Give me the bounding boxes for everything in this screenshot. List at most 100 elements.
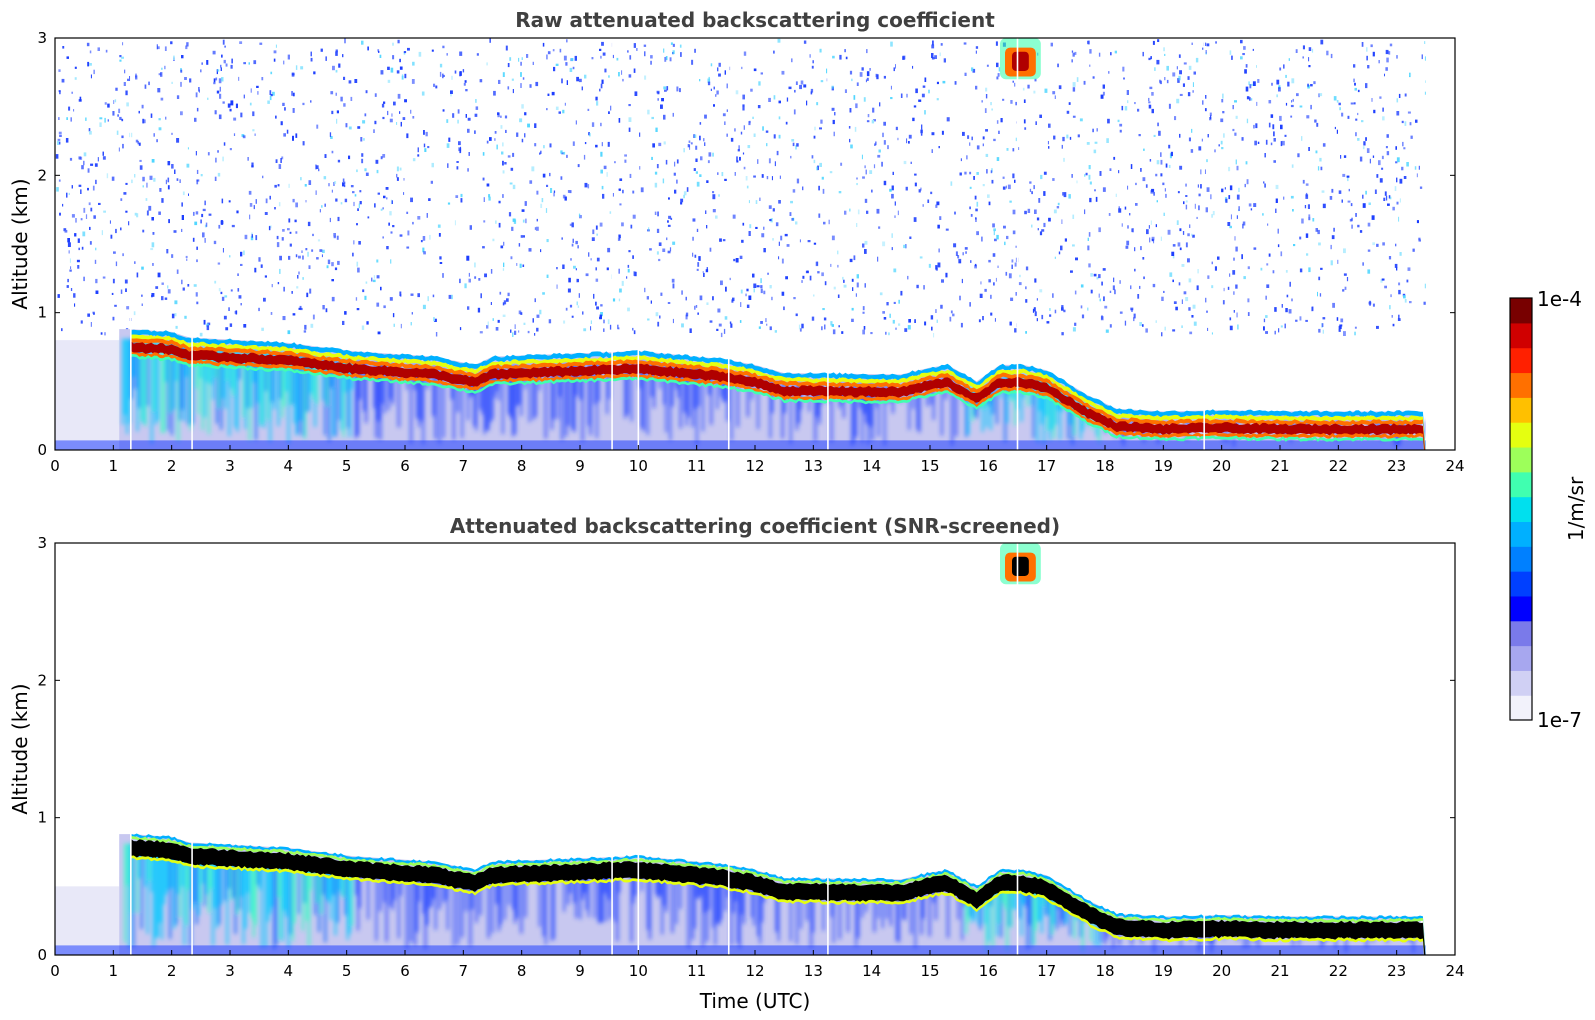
noise-pixel — [1049, 308, 1051, 311]
noise-pixel — [498, 222, 501, 228]
noise-pixel — [1211, 214, 1213, 218]
noise-pixel — [353, 201, 355, 207]
noise-pixel — [122, 42, 124, 46]
noise-pixel — [1041, 229, 1045, 232]
noise-pixel — [638, 166, 641, 170]
noise-pixel — [931, 149, 933, 153]
noise-pixel — [1131, 228, 1134, 233]
noise-pixel — [1047, 141, 1049, 145]
virga-streak — [397, 868, 400, 939]
noise-pixel — [134, 261, 136, 264]
noise-pixel — [1354, 331, 1356, 336]
noise-pixel — [649, 248, 652, 251]
noise-pixel — [895, 126, 898, 131]
noise-pixel — [959, 295, 961, 301]
cloud-layer-band — [130, 855, 1425, 955]
noise-pixel — [70, 266, 72, 269]
noise-pixel — [1146, 229, 1149, 235]
noise-pixel — [618, 327, 620, 330]
noise-pixel — [587, 108, 590, 111]
noise-pixel — [718, 194, 720, 197]
noise-pixel — [1273, 138, 1276, 142]
noise-pixel — [761, 233, 765, 238]
noise-pixel — [626, 276, 628, 279]
noise-pixel — [658, 258, 661, 262]
noise-pixel — [773, 134, 776, 139]
noise-pixel — [270, 94, 273, 97]
noise-pixel — [68, 106, 71, 111]
noise-pixel — [566, 39, 568, 43]
noise-pixel — [1365, 137, 1367, 141]
noise-pixel — [200, 174, 203, 177]
noise-pixel — [546, 239, 549, 243]
noise-pixel — [686, 187, 689, 192]
noise-pixel — [657, 211, 659, 217]
noise-pixel — [1149, 159, 1152, 162]
noise-pixel — [354, 194, 357, 197]
noise-pixel — [1193, 71, 1196, 75]
noise-pixel — [380, 70, 384, 75]
noise-pixel — [1381, 167, 1384, 170]
noise-pixel — [1409, 122, 1412, 126]
virga-streak — [1079, 904, 1082, 938]
noise-pixel — [70, 117, 72, 122]
noise-pixel — [535, 226, 539, 231]
noise-pixel — [621, 280, 624, 286]
virga-streak — [269, 856, 272, 914]
virga-streak — [1053, 888, 1056, 925]
noise-pixel — [1140, 168, 1142, 172]
noise-pixel — [1149, 237, 1151, 243]
noise-pixel — [730, 323, 733, 328]
noise-pixel — [969, 206, 971, 210]
virga-streak — [162, 845, 166, 905]
noise-pixel — [1319, 93, 1323, 97]
colorbar-step — [1510, 695, 1532, 721]
noise-pixel — [882, 311, 885, 314]
noise-pixel — [458, 141, 461, 146]
noise-pixel — [931, 53, 934, 58]
noise-pixel — [1307, 204, 1310, 209]
noise-pixel — [1171, 251, 1175, 256]
noise-pixel — [746, 288, 749, 292]
virga-streak — [626, 361, 629, 415]
noise-pixel — [718, 62, 721, 67]
noise-pixel — [253, 60, 257, 65]
noise-pixel — [159, 188, 162, 192]
virga-streak — [203, 347, 206, 418]
noise-pixel — [1108, 213, 1111, 216]
virga-streak — [642, 361, 645, 432]
noise-pixel — [837, 264, 839, 268]
noise-pixel — [923, 285, 925, 290]
noise-pixel — [456, 161, 459, 163]
noise-pixel — [1159, 80, 1162, 85]
noise-pixel — [792, 142, 795, 147]
virga-streak — [940, 375, 943, 436]
noise-pixel — [1340, 318, 1344, 323]
noise-pixel — [312, 233, 314, 237]
noise-pixel — [1384, 285, 1387, 289]
noise-pixel — [1254, 140, 1257, 146]
noise-pixel — [254, 267, 257, 273]
noise-pixel — [1103, 296, 1105, 302]
noise-pixel — [303, 330, 307, 333]
noise-pixel — [161, 282, 164, 285]
noise-pixel — [992, 223, 995, 228]
noise-pixel — [656, 251, 659, 255]
noise-pixel — [1072, 82, 1076, 87]
virga-streak — [510, 365, 513, 419]
noise-pixel — [397, 39, 400, 44]
noise-pixel — [1363, 141, 1366, 146]
noise-pixel — [68, 250, 70, 254]
noise-pixel — [136, 272, 139, 278]
noise-pixel — [527, 330, 530, 334]
noise-pixel — [1371, 98, 1373, 102]
noise-pixel — [1118, 208, 1122, 213]
virga-streak — [1000, 879, 1003, 938]
noise-pixel — [335, 49, 338, 53]
noise-pixel — [1114, 289, 1116, 295]
noise-pixel — [1384, 73, 1385, 77]
noise-pixel — [71, 91, 73, 94]
noise-pixel — [1209, 112, 1212, 117]
noise-pixel — [718, 73, 721, 77]
virga-streak — [630, 866, 633, 943]
